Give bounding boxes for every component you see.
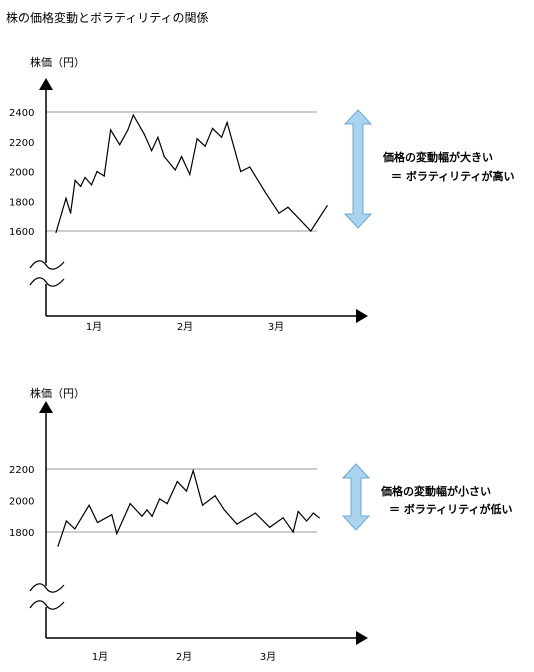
price-point [196,138,198,140]
y-tick-label: 2200 [9,138,34,149]
price-point [157,136,159,138]
price-line [57,468,320,547]
price-point [287,206,289,208]
axis-break-gap [30,263,62,284]
price-point [116,532,118,535]
price-point [132,114,134,116]
price-point [176,481,178,483]
axis-break-wave [29,583,65,593]
y-tick-label: 1600 [9,227,34,238]
price-point [214,495,216,497]
y-axis-arrowhead [39,401,53,413]
price-point [57,545,59,547]
price-point [318,517,320,519]
price-point [174,169,176,171]
y-tick-label: 1800 [9,197,34,208]
price-point [69,212,72,214]
price-point [159,498,161,500]
y-axis-label: 株価（円） [30,386,85,400]
price-point [110,129,112,131]
range-arrow [341,463,371,531]
price-point [129,503,131,505]
price-point [192,469,194,472]
price-point [119,144,121,146]
price-point [310,230,312,232]
price-point [240,170,242,173]
price-point [65,197,67,199]
price-point [150,150,153,152]
price-point [166,503,168,505]
x-tick-label: 1月 [92,651,108,663]
price-point [88,504,90,506]
axis-break-wave [29,277,65,287]
chart-2: 株価（円） 1800 2000 2200 1月 2月 3月 価格の変動幅が小さい ＝ ボラティリ… [9,386,513,663]
annotation-line-2: ＝ ボラティリティが高い [391,169,515,183]
price-point [326,205,328,207]
price-line [55,113,328,233]
price-point [292,531,294,533]
price-point [143,133,145,135]
price-point [269,526,271,528]
price-point [79,185,82,187]
price-point [201,504,204,506]
price-point [84,176,86,179]
price-point [180,156,183,158]
price-point [221,136,223,138]
price-point [103,175,105,177]
x-tick-label: 2月 [176,651,192,663]
chart-1: 株価（円） 1600 1800 2000 2200 2400 1月 2月 3月 価格の変動幅が大き… [9,55,515,333]
price-point [111,514,113,516]
axis-break-wave [29,260,65,270]
range-arrow [343,109,373,229]
price-point [74,528,76,530]
price-point [151,515,153,517]
y-axis-label: 株価（円） [30,55,85,69]
price-point [297,510,299,513]
axis-break-wave [29,600,65,610]
price-point [163,156,165,158]
price-point [211,127,214,129]
price-point [254,512,256,514]
x-tick-label: 3月 [260,651,276,663]
y-tick-label: 2200 [9,465,34,476]
price-point [236,523,238,525]
x-axis-arrowhead [356,309,368,323]
price-point [96,170,98,173]
price-point [90,184,93,186]
price-point [264,191,266,193]
price-point [141,515,143,517]
y-tick-label: 2000 [9,497,34,508]
price-point [65,520,67,522]
price-point [96,521,99,524]
page-title: 株の価格変動とボラティリティの関係 [6,10,209,25]
price-point [204,145,206,147]
price-point [282,517,284,519]
price-point [55,231,57,234]
x-tick-label: 2月 [177,321,193,333]
price-point [146,509,148,511]
y-tick-label: 2000 [9,168,34,179]
price-point [127,129,129,131]
y-tick-label: 2400 [9,108,34,119]
price-point [306,520,308,522]
annotation-line-1: 価格の変動幅が大きい [382,150,493,164]
price-point [185,490,188,492]
price-point [223,509,225,511]
price-point [189,173,191,176]
price-point [74,179,76,182]
annotation-line-1: 価格の変動幅が小さい [380,484,491,498]
x-tick-label: 1月 [86,321,102,333]
y-tick-label: 1800 [9,528,34,539]
y-axis-arrowhead [39,78,53,90]
price-point [226,121,228,124]
price-point [249,166,251,168]
price-point [312,512,314,514]
price-point [278,212,280,214]
x-axis-arrowhead [356,631,368,645]
x-tick-label: 3月 [268,321,284,333]
axis-break-gap [30,586,62,607]
annotation-line-2: ＝ ボラティリティが低い [389,502,513,516]
